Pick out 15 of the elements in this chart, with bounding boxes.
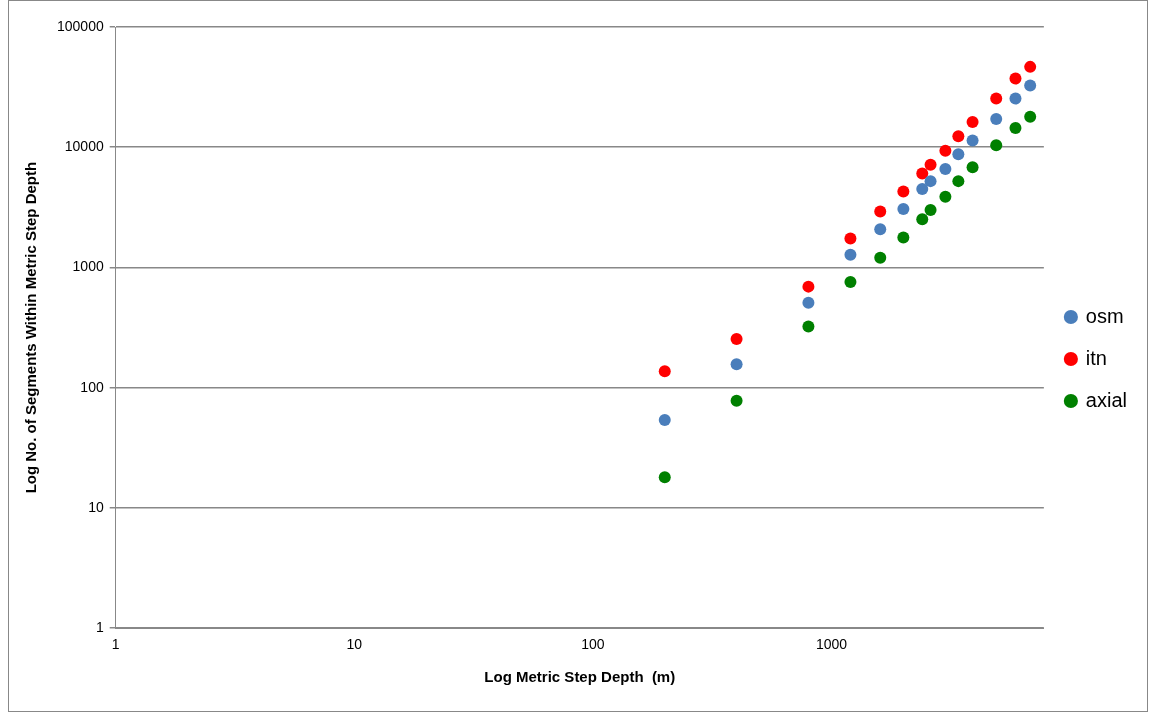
y-tick-label: 1000 [72,258,104,275]
y-tick-label: 10 [88,498,104,515]
y-tick-label: 100000 [57,17,104,34]
y-tick-label: 1 [95,619,104,636]
y-axis-title: Log No. of Segments Within Metric Step Depth [22,161,40,494]
x-tick-label: 10 [346,636,363,653]
y-tick-label: 100 [80,378,104,395]
x-tick-label: 1 [111,636,120,653]
y-tick-label: 10000 [64,138,104,155]
legend-label: itn [1085,346,1107,369]
legend-label: axial [1085,388,1128,411]
legend-label: osm [1085,304,1124,327]
x-tick-label: 100 [581,636,605,653]
x-axis-title: Log Metric Step Depth (m) [484,668,676,686]
x-tick-label: 1000 [815,636,848,653]
